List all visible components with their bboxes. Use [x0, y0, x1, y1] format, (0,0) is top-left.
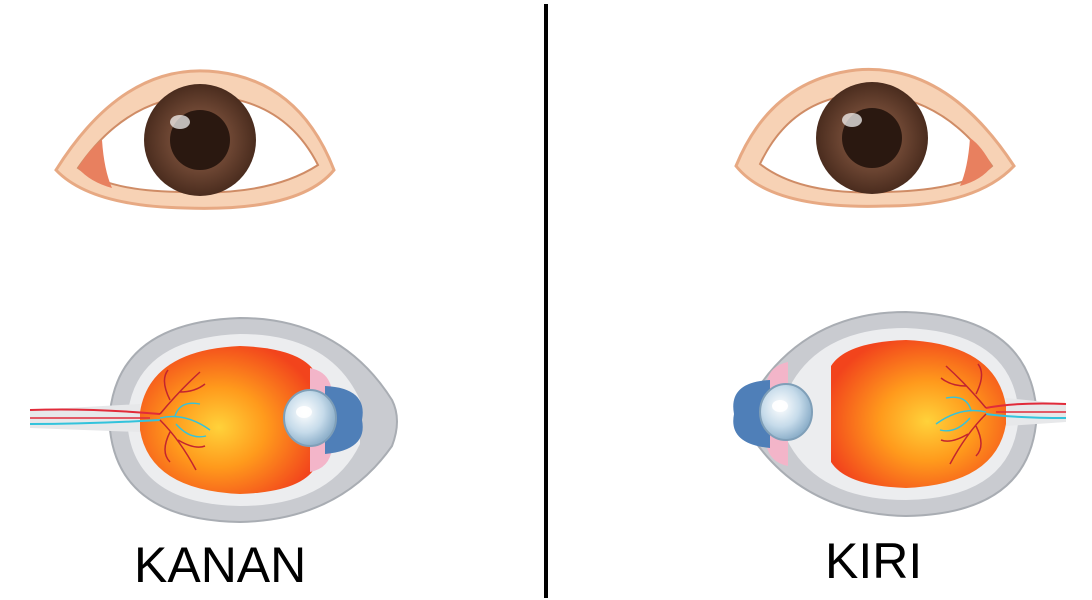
label-kiri: KIRI: [825, 533, 923, 589]
eyeball-cross-section-icon: [733, 310, 1067, 518]
external-eye-icon: [734, 67, 1016, 208]
panel-kiri: KIRI: [546, 0, 1092, 600]
center-divider: [544, 4, 548, 598]
panel-kanan: KANAN: [29, 69, 398, 593]
kiri-illustrations: [733, 67, 1067, 518]
label-kanan: KANAN: [134, 537, 307, 593]
external-eye-icon: [54, 69, 336, 210]
eyeball-cross-section-icon: [29, 316, 398, 524]
kanan-illustrations: [29, 69, 398, 524]
